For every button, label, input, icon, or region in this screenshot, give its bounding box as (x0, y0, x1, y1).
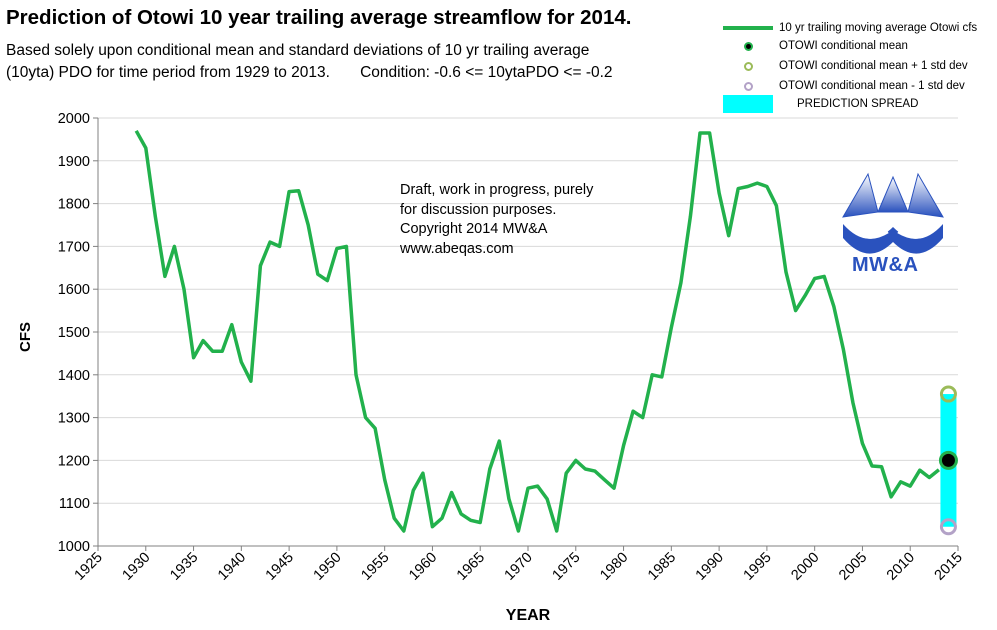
series-line (134, 129, 940, 533)
x-tick-label: 1935 (167, 550, 201, 584)
y-tick-label: 1500 (58, 325, 90, 341)
draft-annotation: Draft, work in progress, purely for disc… (400, 182, 594, 257)
legend-mean-marker (743, 41, 753, 51)
legend-item-mean: OTOWI conditional mean (723, 36, 908, 56)
legend-item-series: 10 yr trailing moving average Otowi cfs (723, 18, 977, 38)
x-tick-label: 1985 (645, 550, 679, 584)
prediction-minus-1std-point (939, 518, 957, 536)
legend-plus-marker (743, 61, 753, 71)
x-tick-label: 1940 (215, 550, 249, 584)
legend-spread-swatch (723, 95, 773, 113)
x-tick-label: 1955 (358, 550, 392, 584)
x-tick-label: 1995 (741, 550, 775, 584)
y-tick-label: 1400 (58, 368, 90, 384)
y-axis-label: CFS (17, 322, 34, 352)
x-tick-label: 2010 (884, 550, 918, 584)
y-tick-label: 1300 (58, 411, 90, 427)
prediction-mean-point (938, 450, 958, 470)
legend-item-plus: OTOWI conditional mean + 1 std dev (723, 56, 968, 76)
logo-text: MW&A (852, 254, 919, 276)
prediction-points (938, 385, 958, 536)
x-tick-label: 1960 (406, 550, 440, 584)
legend-label-minus: OTOWI conditional mean - 1 std dev (779, 80, 965, 92)
legend-label-mean: OTOWI conditional mean (779, 40, 908, 52)
x-tick-label: 1970 (502, 550, 536, 584)
y-tick-label: 2000 (58, 111, 90, 127)
x-tick-label: 1990 (693, 550, 727, 584)
y-tick-label: 1800 (58, 197, 90, 213)
chart-subtitle: Based solely upon conditional mean and s… (6, 42, 613, 81)
legend-line-swatch (723, 26, 773, 30)
x-tick-label: 1930 (119, 550, 153, 584)
y-tick-labels: 1000 1100 1200 1300 1400 1500 1600 1700 1800 1900… (58, 111, 90, 555)
chart-title: Prediction of Otowi 10 year trailing ave… (6, 6, 632, 29)
legend-label-series: 10 yr trailing moving average Otowi cfs (779, 22, 978, 34)
axes (93, 117, 959, 551)
y-tick-label: 1100 (59, 496, 90, 512)
gridlines (98, 117, 958, 547)
y-tick-label: 1600 (58, 282, 90, 298)
legend-label-plus: OTOWI conditional mean + 1 std dev (779, 60, 968, 72)
x-tick-label: 1950 (311, 550, 345, 584)
prediction-plus-1std-point (939, 385, 957, 403)
y-tick-label: 1700 (58, 239, 90, 255)
y-tick-label: 1200 (58, 453, 90, 469)
x-tick-label: 2005 (836, 550, 870, 584)
legend-item-spread: PREDICTION SPREAD (723, 94, 918, 114)
legend-item-minus: OTOWI conditional mean - 1 std dev (723, 76, 965, 96)
mwa-logo (842, 172, 944, 254)
x-tick-label: 2000 (788, 550, 822, 584)
x-tick-label: 1945 (263, 550, 297, 584)
x-tick-labels: 1925 1930 1935 1940 1945 1950 1955 1960 1965 1970… (72, 550, 966, 584)
x-tick-label: 1980 (597, 550, 631, 584)
legend-label-spread: PREDICTION SPREAD (797, 98, 919, 110)
x-tick-label: 1975 (549, 550, 583, 584)
x-tick-label: 1965 (454, 550, 488, 584)
x-tick-label: 2015 (932, 550, 966, 584)
x-axis-label: YEAR (506, 607, 551, 624)
y-tick-label: 1900 (58, 154, 90, 170)
legend-minus-marker (743, 81, 753, 91)
y-tick-label: 1000 (58, 539, 90, 555)
